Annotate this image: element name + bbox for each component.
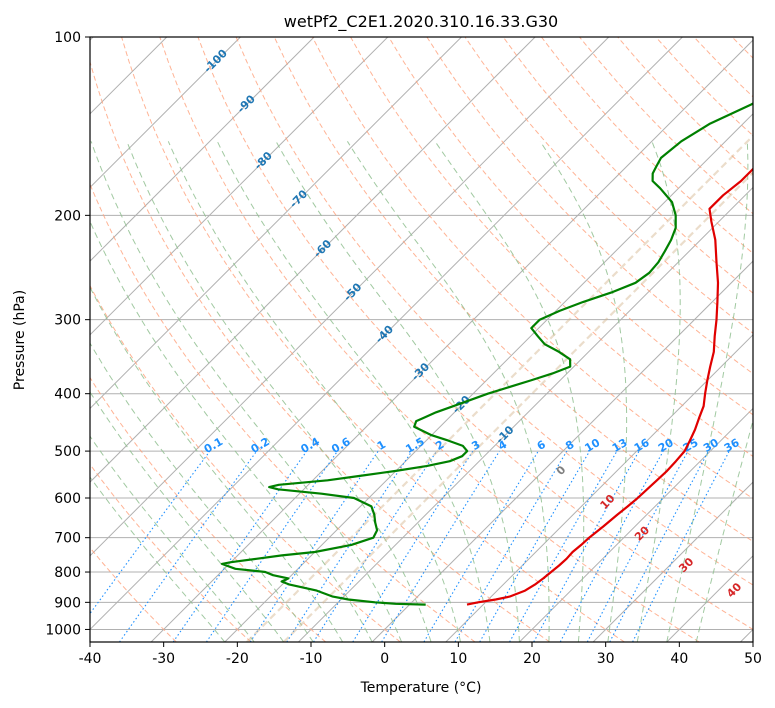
- y-axis-title: Pressure (hPa): [12, 290, 28, 390]
- isotherm-line: [90, 37, 462, 410]
- x-axis-title: Temperature (°C): [360, 680, 482, 696]
- dry-adiabat-line: [90, 463, 252, 642]
- dry-adiabat-line: [388, 37, 753, 416]
- moist-adiabat-line: [90, 476, 226, 642]
- moist-adiabat-line: [126, 141, 432, 642]
- y-tick-label: 300: [54, 313, 81, 329]
- x-tick-label: 30: [597, 651, 615, 667]
- isotherm-line: [224, 113, 753, 642]
- isotherm-line: [90, 37, 683, 631]
- x-tick-label: -20: [226, 651, 249, 667]
- dry-adiabat-line: [90, 182, 476, 642]
- mixing-ratio-line: [559, 450, 664, 642]
- moist-adiabat-line: [346, 141, 550, 642]
- moist-adiabat-line: [695, 418, 753, 642]
- x-axis: -40 -30 -20 -10 0 10 20 30 40 50: [79, 642, 762, 667]
- x-tick-label: -40: [79, 651, 102, 667]
- y-tick-label: 200: [54, 208, 81, 224]
- mixing-ratio-line: [286, 450, 413, 642]
- moist-adiabat-line: [666, 141, 749, 642]
- mixing-ratio-line: [205, 450, 338, 642]
- dewpoint-profile-line: [220, 102, 753, 606]
- isotherm-line: [90, 37, 315, 262]
- plot-background: [90, 37, 753, 642]
- isotherm-line: [90, 37, 389, 336]
- y-tick-label: 100: [54, 30, 81, 46]
- dry-adiabat-line: [235, 37, 753, 586]
- chart-title: wetPf2_C2E1.2020.310.16.33.G30: [284, 12, 558, 32]
- mixing-ratio-line: [119, 450, 258, 642]
- dry-adiabat-line: [197, 37, 753, 630]
- dendritic-zone-line: [282, 171, 753, 642]
- dry-adiabat-line: [159, 37, 700, 642]
- x-tick-label: 40: [670, 651, 688, 667]
- moist-adiabat-line: [90, 391, 285, 642]
- plot-frame: [89, 36, 754, 643]
- y-tick-label: 900: [54, 595, 81, 611]
- moist-adiabat-line: [90, 342, 314, 642]
- isotherm-line: [592, 481, 753, 642]
- x-tick-label: 0: [380, 651, 389, 667]
- dry-adiabat-line: [121, 37, 625, 642]
- y-axis: 100 200 300 400 500 600 700 800 900 1000: [45, 30, 90, 638]
- dry-adiabat-line: [311, 37, 753, 500]
- mixing-ratio-line: [533, 450, 640, 642]
- dry-adiabat-line: [502, 37, 753, 294]
- moist-adiabat-line: [90, 220, 373, 642]
- profiles: [220, 102, 753, 606]
- y-tick-label: 500: [54, 444, 81, 460]
- isotherm-line: [90, 37, 241, 189]
- mixing-ratio-line: [249, 450, 379, 642]
- dendritic-zone-line: [246, 134, 753, 642]
- isotherm-line: [90, 37, 610, 557]
- x-tick-label: 20: [523, 651, 541, 667]
- y-tick-label: 800: [54, 565, 81, 581]
- x-tick-label: -30: [152, 651, 175, 667]
- mixing-ratio-line: [381, 450, 500, 642]
- mixing-ratio-line: [313, 450, 438, 642]
- isotherm-line: [445, 334, 753, 642]
- mixing-ratio-line: [352, 450, 474, 642]
- x-tick-label: 10: [449, 651, 467, 667]
- dry-adiabat-line: [90, 376, 327, 642]
- dry-adiabat-line: [90, 546, 177, 642]
- y-tick-label: 400: [54, 387, 81, 403]
- isotherm-line: [150, 39, 753, 642]
- moist-adiabat-line: [90, 435, 255, 642]
- isotherm-line: [90, 37, 536, 483]
- moist-adiabat-line: [167, 141, 461, 642]
- moist-adiabat-line: [434, 141, 585, 642]
- x-tick-label: -10: [300, 651, 323, 667]
- moist-adiabat-line: [636, 141, 681, 642]
- isotherm-line: [519, 407, 753, 642]
- mixing-ratio-line: [632, 450, 730, 642]
- isotherm-line: [371, 260, 753, 642]
- mixing-ratio-line: [509, 450, 618, 642]
- temperature-profile-line: [466, 167, 753, 606]
- y-tick-label: 1000: [45, 622, 81, 638]
- y-tick-label: 600: [54, 491, 81, 507]
- mixing-ratio-line: [172, 450, 308, 642]
- mixing-ratio-line: [90, 450, 211, 615]
- dry-adiabat-line: [770, 37, 775, 642]
- y-tick-label: 700: [54, 531, 81, 547]
- dry-adiabat-line: [90, 60, 551, 642]
- moist-adiabat-line: [539, 141, 628, 642]
- x-tick-label: 50: [744, 651, 762, 667]
- moist-adiabat-line: [275, 141, 520, 642]
